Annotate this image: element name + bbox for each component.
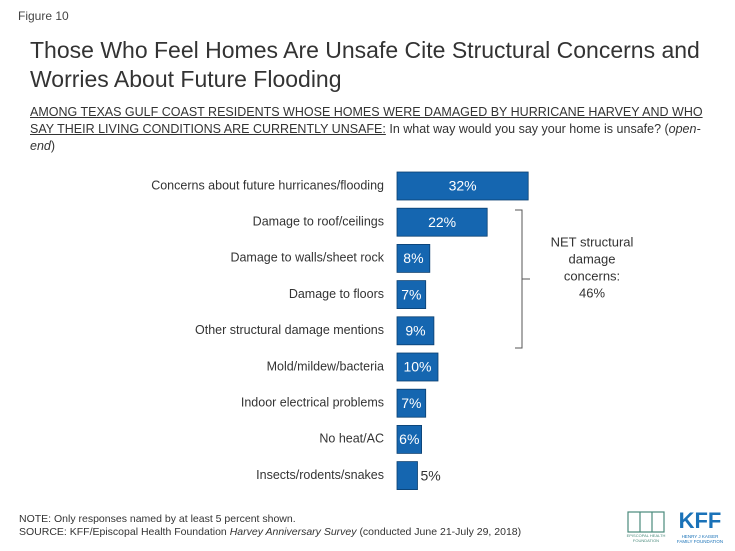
- value-label: 7%: [401, 395, 421, 411]
- category-label: Concerns about future hurricanes/floodin…: [151, 178, 384, 192]
- subtitle: AMONG TEXAS GULF COAST RESIDENTS WHOSE H…: [30, 104, 720, 155]
- bar: [396, 461, 418, 491]
- ehf-text: EPISCOPAL HEALTH: [627, 533, 666, 538]
- annotation: concerns:: [564, 268, 620, 283]
- annotation: NET structural: [551, 234, 634, 249]
- kff-text: KFF: [679, 508, 722, 533]
- category-label: Damage to roof/ceilings: [253, 214, 384, 228]
- value-label: 7%: [401, 286, 421, 302]
- ehf-text: FOUNDATION: [633, 538, 659, 543]
- bracket: [515, 209, 530, 349]
- annotation: damage: [569, 251, 616, 266]
- value-label: 6%: [399, 431, 419, 447]
- value-label: 22%: [428, 214, 456, 230]
- bar: [396, 316, 435, 346]
- category-label: Other structural damage mentions: [195, 323, 384, 337]
- bar: [396, 424, 423, 454]
- chart-title: Those Who Feel Homes Are Unsafe Cite Str…: [30, 37, 700, 92]
- category-label: Damage to walls/sheet rock: [230, 251, 384, 265]
- category-label: Damage to floors: [289, 287, 384, 301]
- figure-label: Figure 10: [18, 9, 69, 23]
- bar: [396, 352, 439, 382]
- source-tail: (conducted June 21-July 29, 2018): [359, 526, 522, 538]
- value-label: 5%: [421, 467, 441, 483]
- category-label: Mold/mildew/bacteria: [267, 359, 384, 373]
- bar: [396, 171, 529, 201]
- source: SOURCE: KFF/Episcopal Health Foundation …: [19, 526, 521, 539]
- subtitle-lead: AMONG TEXAS GULF COAST RESIDENTS WHOSE H…: [30, 105, 703, 136]
- footer: NOTE: Only responses named by at least 5…: [19, 513, 521, 539]
- source-lead: SOURCE: KFF/Episcopal Health Foundation: [19, 526, 227, 538]
- logo-kff: KFF HENRY J KAISER FAMILY FOUNDATION: [677, 508, 723, 544]
- bar: [396, 243, 431, 273]
- value-label: 32%: [449, 178, 477, 194]
- value-label: 9%: [405, 323, 425, 339]
- value-label: 10%: [403, 359, 431, 375]
- source-italic: Harvey Anniversary Survey: [229, 526, 357, 538]
- bar: [396, 207, 488, 237]
- subtitle-question: In what way would you say your home is u…: [389, 122, 669, 136]
- kff-sub: HENRY J KAISER: [682, 534, 720, 539]
- category-label: Insects/rodents/snakes: [256, 468, 384, 482]
- bar: [396, 388, 427, 418]
- bar: [396, 280, 427, 310]
- ehf-lines: [639, 512, 653, 532]
- subtitle-italic: open-end: [30, 122, 701, 153]
- value-label: 8%: [403, 250, 423, 266]
- subtitle-close: ): [50, 139, 56, 153]
- annotation: 46%: [579, 285, 605, 300]
- logo-ehf: EPISCOPAL HEALTH FOUNDATION: [627, 511, 666, 543]
- ehf-box: [627, 511, 665, 533]
- note: NOTE: Only responses named by at least 5…: [19, 513, 296, 525]
- category-label: Indoor electrical problems: [241, 395, 384, 409]
- category-label: No heat/AC: [319, 432, 384, 446]
- kff-sub: FAMILY FOUNDATION: [677, 539, 723, 544]
